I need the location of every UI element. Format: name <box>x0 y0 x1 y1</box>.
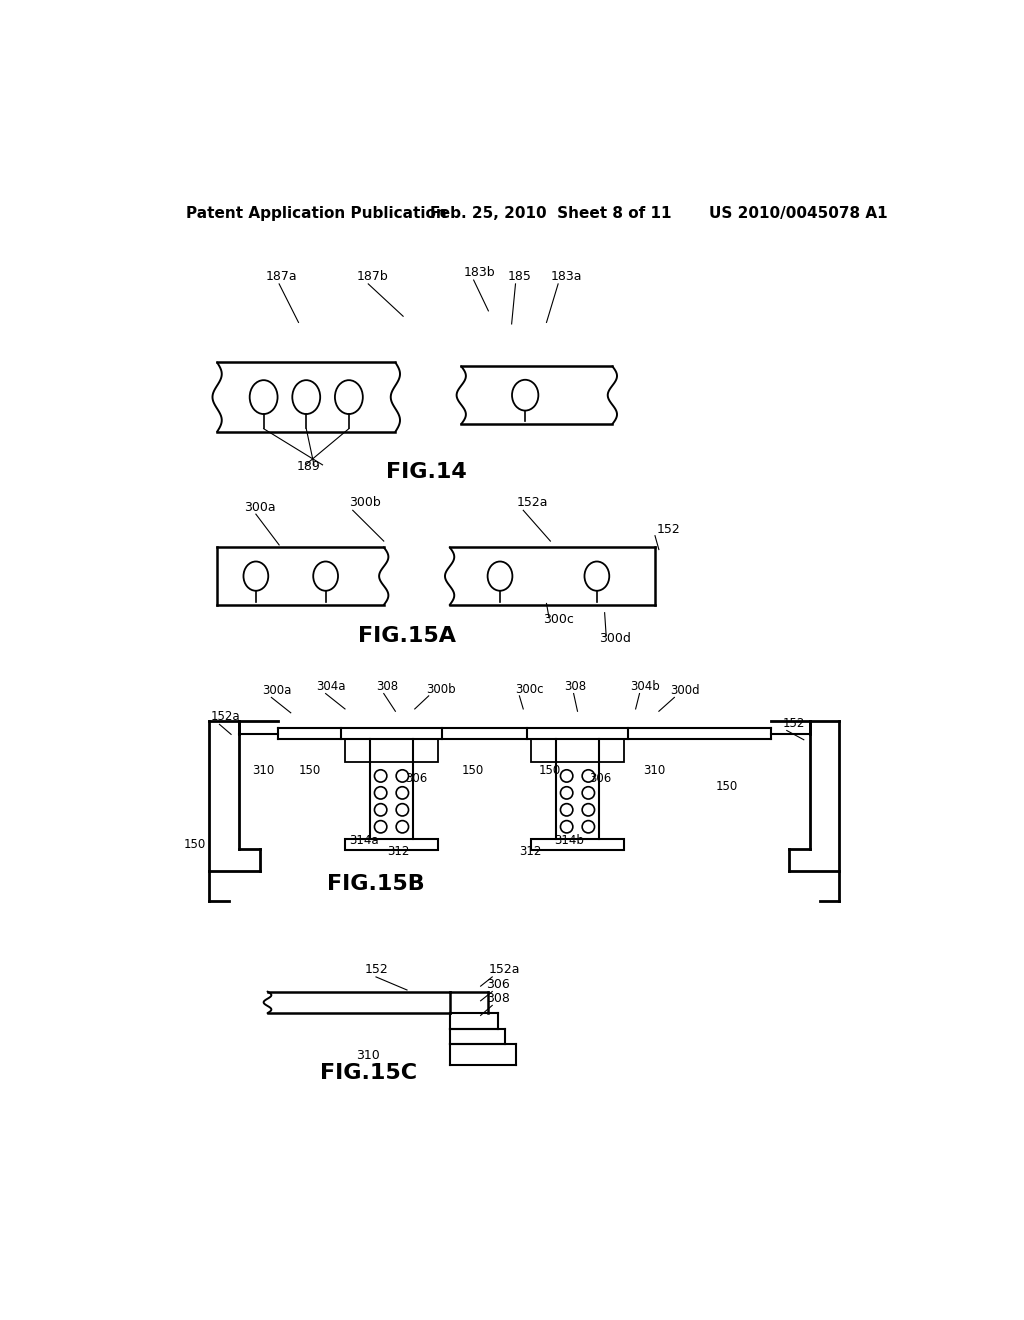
Text: 314b: 314b <box>554 834 584 846</box>
Text: 308: 308 <box>564 681 587 693</box>
Text: 310: 310 <box>356 1049 380 1063</box>
Text: 150: 150 <box>716 780 737 793</box>
Text: 150: 150 <box>299 764 321 777</box>
Text: FIG.15A: FIG.15A <box>358 626 456 645</box>
Text: 189: 189 <box>297 461 321 474</box>
Text: 300a: 300a <box>245 502 275 513</box>
Text: 310: 310 <box>252 764 274 777</box>
Text: 300c: 300c <box>515 682 544 696</box>
Text: 312: 312 <box>388 845 410 858</box>
Text: 152: 152 <box>783 718 805 730</box>
Text: Feb. 25, 2010  Sheet 8 of 11: Feb. 25, 2010 Sheet 8 of 11 <box>430 206 672 222</box>
Text: 187a: 187a <box>266 271 298 282</box>
Text: 183b: 183b <box>464 267 496 280</box>
Text: 152: 152 <box>656 523 680 536</box>
Text: 185: 185 <box>508 271 531 282</box>
Text: 306: 306 <box>486 978 510 991</box>
Bar <box>531 840 624 850</box>
Text: 300a: 300a <box>262 684 292 697</box>
Text: 304b: 304b <box>630 681 659 693</box>
Bar <box>345 739 438 762</box>
Text: 300d: 300d <box>599 632 631 645</box>
Bar <box>527 729 628 739</box>
Text: FIG.15C: FIG.15C <box>319 1063 417 1082</box>
Text: 152a: 152a <box>517 496 549 510</box>
Text: 306: 306 <box>406 772 428 785</box>
Text: 308: 308 <box>376 681 398 693</box>
Bar <box>341 729 442 739</box>
Text: 312: 312 <box>519 845 542 858</box>
Text: 152a: 152a <box>488 964 520 975</box>
Text: 314a: 314a <box>349 834 379 846</box>
Bar <box>531 739 624 762</box>
Bar <box>345 840 438 850</box>
Text: 150: 150 <box>183 838 206 850</box>
Text: 187b: 187b <box>356 271 388 282</box>
Text: 183a: 183a <box>550 271 582 282</box>
Text: 300d: 300d <box>671 684 700 697</box>
Text: 300b: 300b <box>349 496 381 510</box>
Text: 150: 150 <box>461 764 483 777</box>
Text: 152a: 152a <box>211 710 241 723</box>
Text: 304a: 304a <box>316 681 346 693</box>
Text: 152: 152 <box>366 964 389 975</box>
Text: 306: 306 <box>589 772 611 785</box>
Text: 300b: 300b <box>426 682 456 696</box>
Text: 150: 150 <box>539 764 561 777</box>
Text: 300c: 300c <box>543 612 573 626</box>
Text: FIG.14: FIG.14 <box>386 462 467 482</box>
Text: Patent Application Publication: Patent Application Publication <box>186 206 446 222</box>
Text: US 2010/0045078 A1: US 2010/0045078 A1 <box>710 206 888 222</box>
Text: FIG.15B: FIG.15B <box>327 874 425 894</box>
Text: 310: 310 <box>643 764 666 777</box>
Text: 308: 308 <box>486 991 510 1005</box>
